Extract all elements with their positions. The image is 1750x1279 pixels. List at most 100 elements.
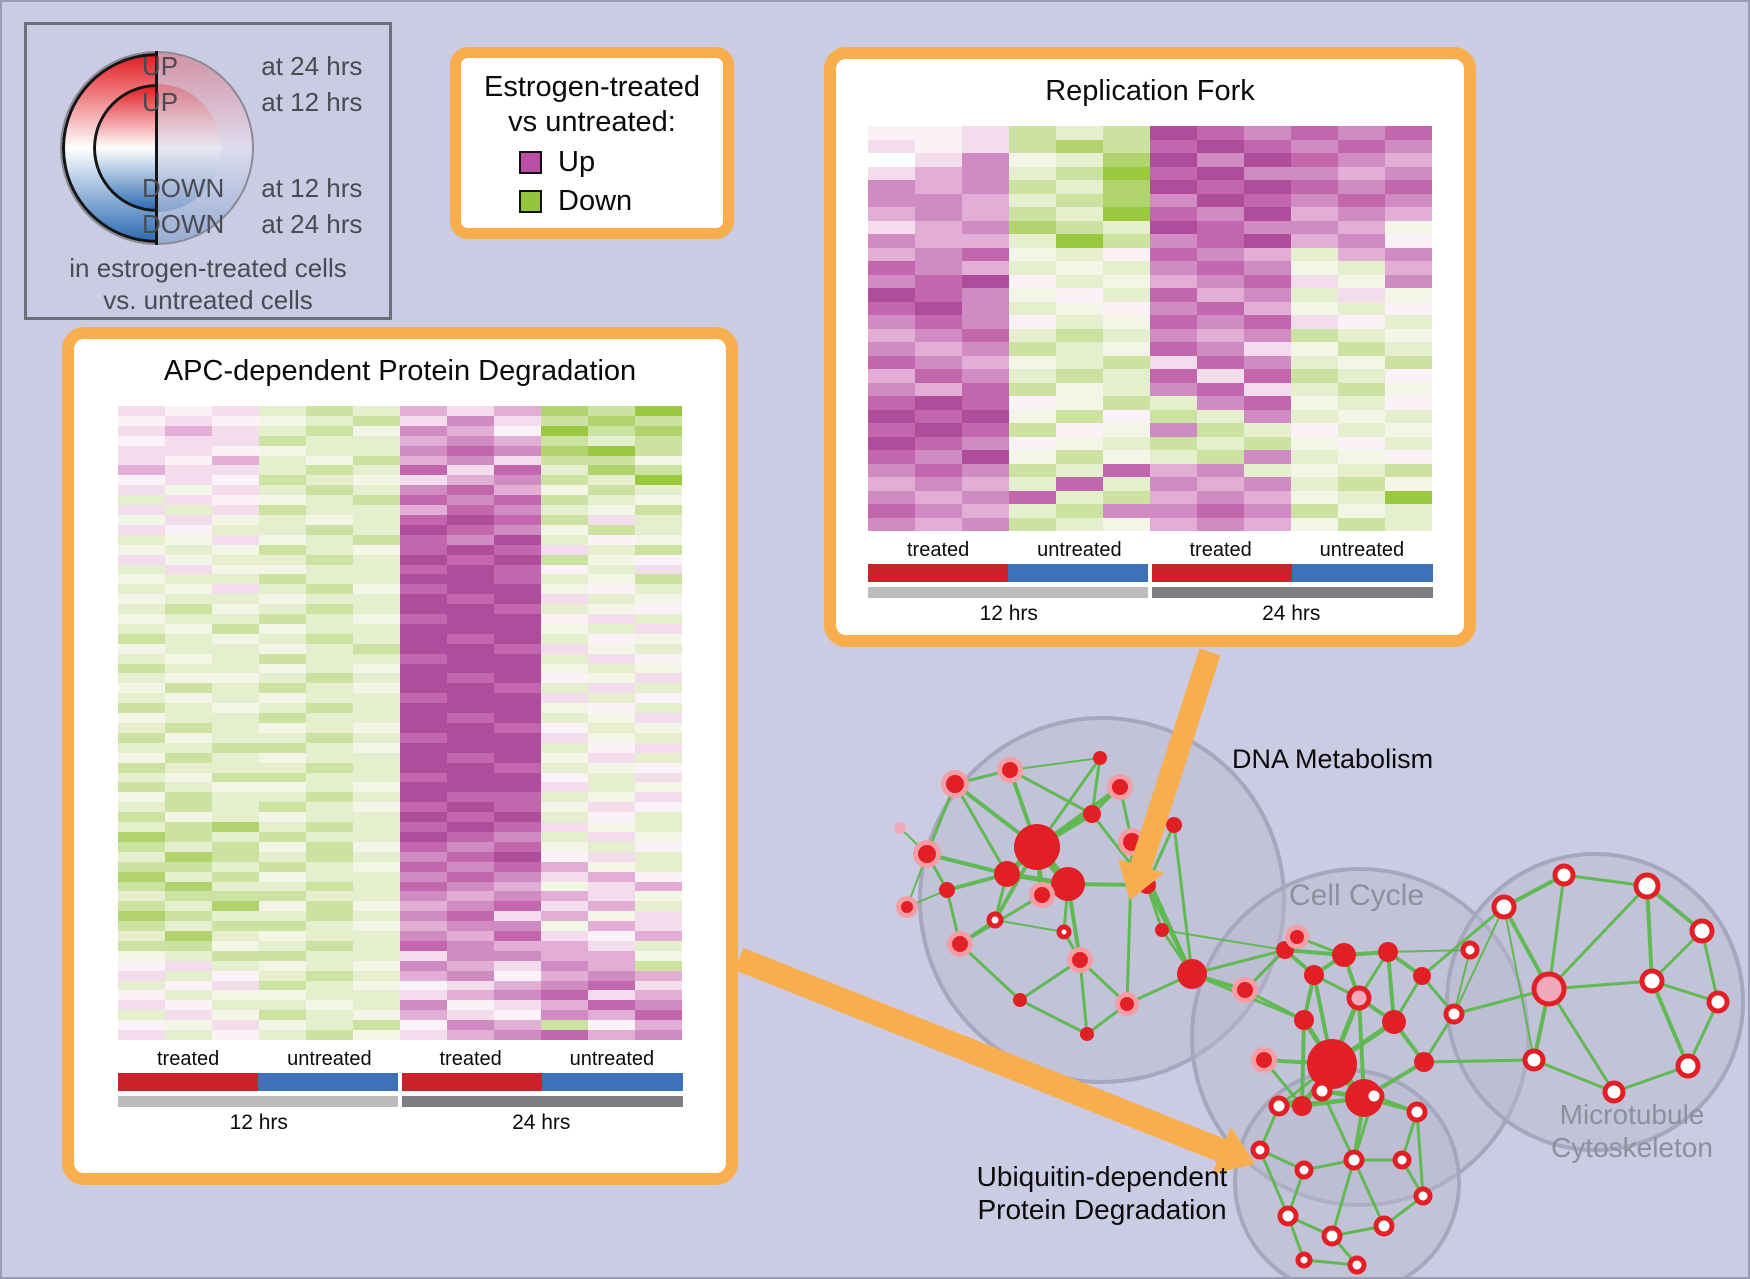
heatmap-cell bbox=[258, 683, 306, 694]
heatmap-cell bbox=[1385, 369, 1433, 383]
bar-12hrs-segment bbox=[867, 587, 1148, 598]
group-label: untreated bbox=[1037, 539, 1122, 561]
heatmap-cell bbox=[635, 683, 683, 694]
heatmap-cell bbox=[961, 423, 1009, 437]
gene-node-ring bbox=[1552, 863, 1576, 887]
heatmap-cell bbox=[914, 423, 962, 437]
heatmap-cell bbox=[1385, 504, 1433, 518]
heatmap-cell bbox=[447, 633, 495, 644]
heatmap-cell bbox=[1385, 301, 1433, 315]
network-edge bbox=[958, 942, 1022, 1002]
heatmap-cell bbox=[635, 604, 683, 615]
heatmap-cell bbox=[117, 425, 165, 436]
heatmap-cell bbox=[447, 752, 495, 763]
heatmap-cell bbox=[635, 475, 683, 486]
heatmap-cell bbox=[447, 544, 495, 555]
heatmap-cell bbox=[588, 554, 636, 565]
heatmap-cell bbox=[258, 663, 306, 674]
heatmap-cell bbox=[1385, 180, 1433, 194]
heatmap-cell bbox=[117, 683, 165, 694]
heatmap-cell bbox=[635, 564, 683, 575]
heatmap-cell bbox=[352, 980, 400, 991]
heatmap-cell bbox=[914, 220, 962, 234]
heatmap-cell bbox=[635, 861, 683, 872]
heatmap-cell bbox=[588, 663, 636, 674]
heatmap-cell bbox=[211, 940, 259, 951]
heatmap-cell bbox=[1197, 396, 1245, 410]
heatmap-cell bbox=[164, 851, 212, 862]
heatmap-cell bbox=[1149, 382, 1198, 396]
legend-updown-box: Estrogen-treated vs untreated: Up Down bbox=[450, 47, 734, 239]
heatmap-cell bbox=[352, 514, 400, 525]
gene-node bbox=[1294, 1010, 1314, 1030]
heatmap-cell bbox=[305, 653, 353, 664]
group-label: treated bbox=[156, 1048, 220, 1070]
heatmap-cell bbox=[635, 921, 683, 932]
heatmap-cell bbox=[305, 633, 353, 644]
heatmap-cell bbox=[961, 207, 1009, 221]
heatmap-cell bbox=[352, 802, 400, 813]
gene-node-ring bbox=[986, 911, 1004, 929]
heatmap-cell bbox=[1008, 436, 1056, 450]
network-edge bbox=[994, 919, 1065, 933]
heatmap-cell bbox=[494, 752, 542, 763]
heatmap-cell bbox=[211, 693, 259, 704]
heatmap-cell bbox=[117, 960, 165, 971]
heatmap-cell bbox=[961, 517, 1009, 531]
heatmap-cell bbox=[635, 1030, 683, 1040]
heatmap-cell bbox=[305, 742, 353, 753]
gene-node-ring bbox=[1406, 1101, 1428, 1123]
heatmap-cell bbox=[1102, 153, 1150, 167]
heatmap-cell bbox=[1197, 436, 1245, 450]
gene-node bbox=[1307, 1039, 1357, 1089]
heatmap-cell bbox=[541, 713, 589, 723]
heatmap-cell bbox=[635, 742, 683, 753]
heatmap-cell bbox=[588, 990, 636, 1001]
heatmap-cell bbox=[494, 762, 542, 773]
heatmap-cell bbox=[352, 1000, 400, 1011]
heatmap-cell bbox=[1008, 193, 1056, 207]
heatmap-cell bbox=[258, 950, 306, 961]
heatmap-cell bbox=[258, 732, 306, 743]
replication-fork-title: Replication Fork bbox=[1045, 75, 1255, 107]
heatmap-cell bbox=[164, 693, 212, 704]
heatmap-cell bbox=[258, 891, 306, 902]
heatmap-cell bbox=[1102, 382, 1150, 396]
heatmap-cell bbox=[1149, 153, 1198, 167]
heatmap-cell bbox=[1291, 220, 1339, 234]
heatmap-cell bbox=[1008, 477, 1056, 491]
heatmap-cell bbox=[1291, 274, 1339, 288]
heatmap-cell bbox=[258, 970, 306, 981]
heatmap-cell bbox=[635, 990, 683, 1001]
heatmap-cell bbox=[305, 406, 353, 416]
heatmap-cell bbox=[447, 505, 495, 515]
heatmap-cell bbox=[1197, 220, 1245, 234]
heatmap-cell bbox=[635, 445, 683, 456]
heatmap-cell bbox=[494, 911, 542, 922]
heatmap-cell bbox=[541, 673, 589, 684]
heatmap-cell bbox=[399, 732, 448, 743]
heatmap-cell bbox=[117, 911, 165, 922]
heatmap-cell bbox=[1385, 409, 1433, 423]
heatmap-cell bbox=[258, 574, 306, 585]
heatmap-cell bbox=[1149, 288, 1198, 302]
heatmap-cell bbox=[447, 524, 495, 535]
heatmap-cell bbox=[447, 465, 495, 476]
heatmap-cell bbox=[1385, 342, 1433, 356]
heatmap-cell bbox=[588, 732, 636, 743]
heatmap-cell bbox=[1385, 139, 1433, 153]
heatmap-cell bbox=[1008, 517, 1056, 531]
heatmap-cell bbox=[1102, 288, 1150, 302]
heatmap-cell bbox=[541, 752, 589, 763]
heatmap-cell bbox=[1055, 274, 1103, 288]
heatmap-cell bbox=[588, 406, 636, 416]
heatmap-cell bbox=[258, 435, 306, 446]
heatmap-cell bbox=[1338, 450, 1386, 464]
heatmap-cell bbox=[1385, 220, 1433, 234]
heatmap-cell bbox=[1385, 382, 1433, 396]
rf-group-labels: treated untreated treated untreated bbox=[868, 539, 1433, 562]
heatmap-cell bbox=[494, 841, 542, 852]
heatmap-cell bbox=[1197, 382, 1245, 396]
heatmap-cell bbox=[399, 950, 448, 961]
heatmap-cell bbox=[1244, 301, 1292, 315]
